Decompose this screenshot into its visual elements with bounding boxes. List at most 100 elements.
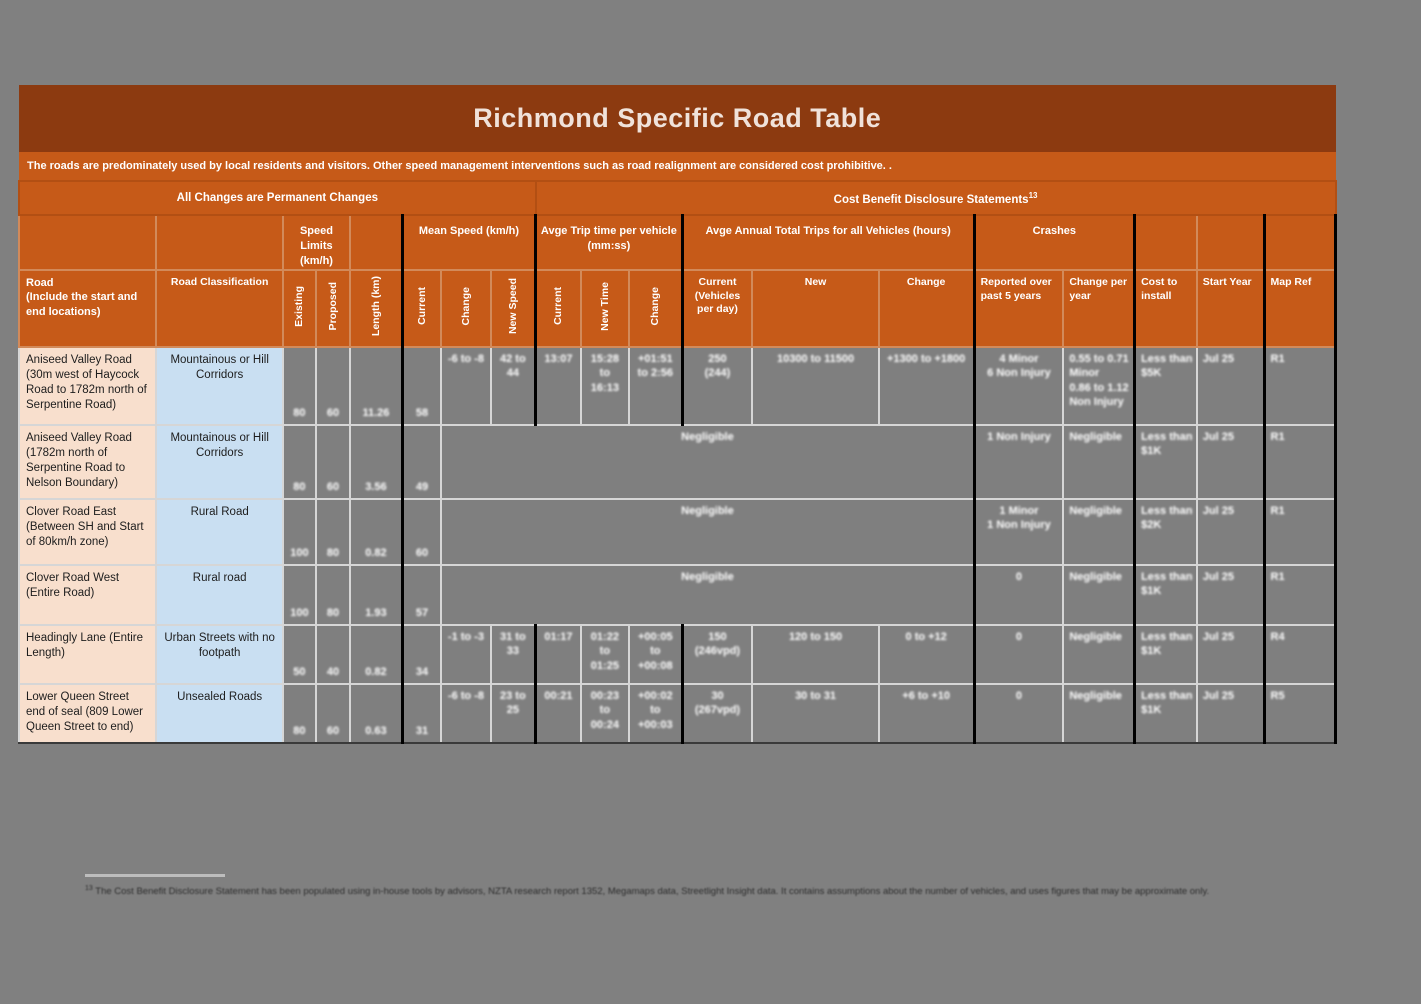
- cell-change_yr-text: Negligible: [1069, 690, 1122, 702]
- cell-trips_new: 30 to 31: [751, 683, 880, 744]
- cell-veh_current-text: 150 (246vpd): [694, 631, 741, 658]
- cell-trips_change-text: +1300 to +1800: [887, 353, 966, 365]
- cell-road: Aniseed Valley Road (1782m north of Serp…: [17, 424, 158, 500]
- cell-map-text: R1: [1270, 505, 1285, 517]
- cell-new_speed: 31 to 33: [489, 624, 537, 685]
- cell-reported-text: 0: [1015, 631, 1023, 643]
- cell-ms_current: 57: [400, 564, 443, 626]
- cell-trips_new: 10300 to 11500: [751, 346, 880, 426]
- cell-veh_current: 30 (267vpd): [680, 683, 754, 744]
- cell-trips_new-text: 30 to 31: [795, 690, 837, 702]
- cell-change_yr: Negligible: [1062, 683, 1136, 744]
- cell-start-text: Jul 25: [1202, 571, 1234, 583]
- cell-existing: 100: [281, 498, 317, 566]
- cell-reported: 0: [972, 564, 1065, 626]
- cell-classification: Unsealed Roads: [155, 683, 284, 744]
- group-blank-classification: [155, 214, 284, 271]
- cell-trips_new: 120 to 150: [751, 624, 880, 685]
- cell-cost: Less than $2K: [1133, 498, 1198, 566]
- cell-start-text: Jul 25: [1202, 505, 1234, 517]
- cell-merged-negligible: Negligible: [440, 564, 976, 626]
- group-blank-road: [17, 214, 158, 271]
- cell-existing: 80: [281, 424, 317, 500]
- cell-length: 3.56: [349, 424, 404, 500]
- table-row: Lower Queen Street end of seal (809 Lowe…: [17, 683, 1337, 744]
- cell-merged-negligible-text: Negligible: [681, 571, 734, 583]
- column-header-row: Road (Include the start and end location…: [17, 269, 1337, 348]
- cell-new_speed-text: 31 to 33: [499, 631, 526, 658]
- cell-existing: 80: [281, 346, 317, 426]
- col-proposed: Proposed: [314, 269, 352, 348]
- cell-veh_current: 150 (246vpd): [680, 624, 754, 685]
- cell-cost: Less than $1K: [1133, 624, 1198, 685]
- cell-proposed-text: 60: [326, 406, 340, 419]
- cell-start-text: Jul 25: [1202, 353, 1234, 365]
- group-blank-cost: [1133, 214, 1198, 271]
- section-cost-benefit: Cost Benefit Disclosure Statements13: [534, 180, 1337, 216]
- group-blank-start-year: [1195, 214, 1266, 271]
- cell-road: Clover Road West (Entire Road): [17, 564, 158, 626]
- cell-change_yr-text: Negligible: [1069, 505, 1122, 517]
- cell-existing-text: 50: [293, 665, 306, 678]
- group-blank-map-ref: [1262, 214, 1337, 271]
- cell-map-text: R5: [1270, 690, 1285, 702]
- cell-existing: 100: [281, 564, 317, 626]
- cell-start: Jul 25: [1195, 346, 1266, 426]
- group-blank-length: [349, 214, 404, 271]
- cell-road: Lower Queen Street end of seal (809 Lowe…: [17, 683, 158, 744]
- cell-trips_new-text: 10300 to 11500: [777, 353, 855, 365]
- table-row: Clover Road East (Between SH and Start o…: [17, 498, 1337, 566]
- cell-merged-negligible-text: Negligible: [681, 505, 734, 517]
- cell-length-text: 11.26: [362, 406, 390, 419]
- cell-trips_change: 0 to +12: [877, 624, 976, 685]
- group-trip-time: Avge Trip time per vehicle (mm:ss): [534, 214, 684, 271]
- cell-start-text: Jul 25: [1202, 631, 1234, 643]
- cell-length: 11.26: [349, 346, 404, 426]
- cell-tt_current-text: 01:17: [544, 631, 573, 643]
- cell-merged-negligible: Negligible: [440, 424, 976, 500]
- cell-tt_current: 01:17: [534, 624, 582, 685]
- cell-length-text: 0.82: [365, 546, 387, 559]
- cell-cost-text: Less than $2K: [1141, 505, 1193, 532]
- cell-tt_current-text: 13:07: [544, 353, 573, 365]
- cell-existing: 80: [281, 683, 317, 744]
- cell-length: 1.93: [349, 564, 404, 626]
- cell-tt_current: 13:07: [534, 346, 582, 426]
- cell-new_speed-text: 23 to 25: [499, 690, 526, 717]
- group-total-trips: Avge Annual Total Trips for all Vehicles…: [680, 214, 976, 271]
- col-crashes-reported: Reported over past 5 years: [972, 269, 1065, 348]
- cell-reported-text: 0: [1015, 690, 1023, 702]
- page-title: Richmond Specific Road Table: [19, 85, 1336, 152]
- cell-map-text: R1: [1270, 431, 1285, 443]
- cell-reported: 0: [972, 683, 1065, 744]
- cell-veh_current-text: 250 (244): [704, 353, 731, 380]
- cell-map: R1: [1262, 498, 1337, 566]
- footnote-divider: [85, 874, 225, 877]
- cell-start-text: Jul 25: [1202, 431, 1234, 443]
- cell-proposed: 80: [314, 564, 352, 626]
- section-permanent-changes: All Changes are Permanent Changes: [18, 180, 537, 216]
- cell-trips_change: +1300 to +1800: [877, 346, 976, 426]
- cell-ms_current-text: 60: [415, 546, 429, 559]
- section-cost-benefit-label: Cost Benefit Disclosure Statements: [833, 193, 1029, 206]
- cell-proposed: 60: [314, 683, 352, 744]
- cell-reported: 4 Minor 6 Non Injury: [972, 346, 1065, 426]
- cell-cost: Less than $1K: [1133, 564, 1198, 626]
- footnote-text: 13 The Cost Benefit Disclosure Statement…: [85, 885, 1209, 897]
- cell-trips_change: +6 to +10: [877, 683, 976, 744]
- cell-map: R1: [1262, 424, 1337, 500]
- cell-tt_change-text: +01:51 to 2:56: [637, 353, 674, 380]
- cell-ms_change: -6 to -8: [440, 346, 492, 426]
- cell-map: R4: [1262, 624, 1337, 685]
- cell-veh_current-text: 30 (267vpd): [694, 690, 741, 717]
- footnote-sup: 13: [85, 885, 93, 892]
- cell-start: Jul 25: [1195, 683, 1266, 744]
- cell-map-text: R4: [1270, 631, 1285, 643]
- cell-proposed: 80: [314, 498, 352, 566]
- cell-cost-text: Less than $1K: [1141, 571, 1193, 598]
- cell-classification: Rural Road: [155, 498, 284, 566]
- cell-existing-text: 80: [293, 406, 306, 419]
- cell-classification: Mountainous or Hill Corridors: [155, 346, 284, 426]
- cell-map-text: R1: [1270, 571, 1285, 583]
